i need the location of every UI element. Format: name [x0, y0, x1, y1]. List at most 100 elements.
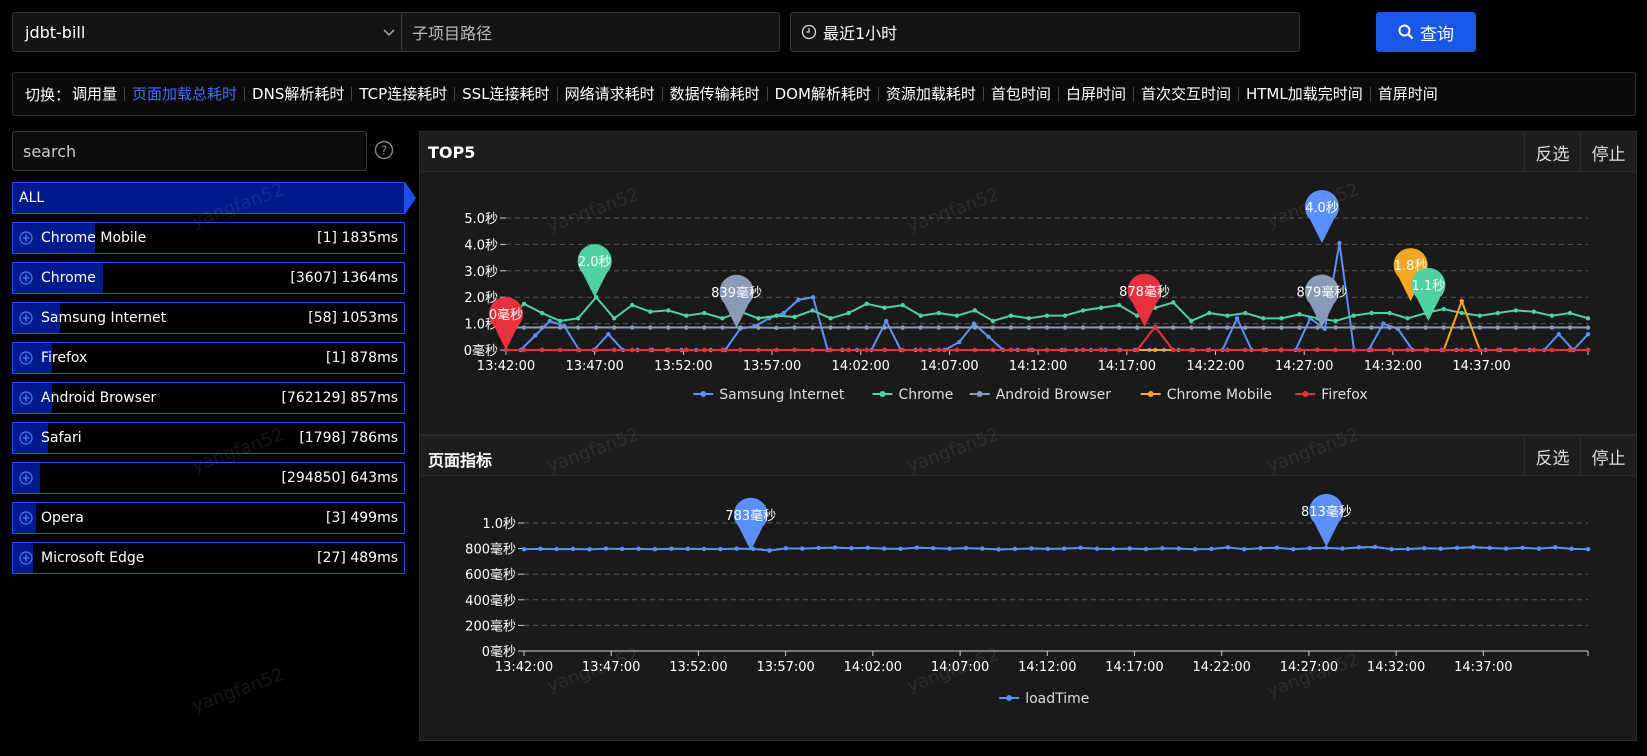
expand-plus-icon[interactable] [19, 351, 33, 365]
series-point [1567, 325, 1573, 330]
expand-plus-icon[interactable] [19, 391, 33, 405]
series-point [1340, 546, 1345, 551]
expand-plus-icon[interactable] [19, 271, 33, 285]
series-point [972, 308, 978, 313]
series-point [1098, 347, 1104, 353]
time-range-picker[interactable]: 最近1小时 [790, 12, 1300, 52]
browser-time: 878ms [350, 350, 398, 366]
browser-item[interactable]: Chrome [3607] 1364ms [12, 262, 405, 294]
page-stop-button[interactable]: 停止 [1580, 436, 1636, 476]
marker-pin: 839毫秒 [711, 274, 762, 328]
series-point [1012, 546, 1018, 552]
metric-tab[interactable]: TCP连接耗时 [351, 87, 454, 102]
series-point [1225, 347, 1230, 353]
series-point [603, 546, 609, 551]
browser-time: 857ms [350, 390, 398, 406]
series-point [702, 310, 707, 316]
series-point [1171, 300, 1176, 305]
expand-plus-icon[interactable] [19, 471, 33, 485]
series-point [1356, 545, 1362, 550]
chevron-down-icon [383, 29, 395, 37]
series-point [521, 547, 527, 552]
series-point [620, 546, 625, 552]
series-point [882, 325, 887, 330]
metric-tab[interactable]: SSL连接耗时 [454, 87, 556, 102]
marker-label: 839毫秒 [711, 285, 762, 301]
browser-share-bar [13, 423, 49, 453]
browser-item[interactable]: [294850] 643ms [12, 462, 405, 494]
project-select[interactable]: jdbt-bill [12, 12, 410, 52]
subpath-input[interactable]: 子项目路径 [401, 12, 780, 52]
series-point [587, 547, 592, 552]
x-tick-label: 14:17:00 [1105, 660, 1163, 675]
series-point [669, 546, 674, 551]
browser-count: [1798] [299, 430, 346, 446]
browser-item[interactable]: Android Browser [762129] 857ms [12, 382, 405, 414]
browser-item-all[interactable]: ALL [12, 182, 416, 214]
browser-name: Android Browser [41, 390, 157, 406]
series-point [1549, 347, 1555, 353]
series-point [666, 325, 671, 330]
expand-plus-icon[interactable] [19, 311, 33, 325]
expand-plus-icon[interactable] [19, 511, 33, 525]
metric-tab[interactable]: 首屏时间 [1369, 87, 1445, 102]
x-tick-label: 13:57:00 [756, 660, 814, 675]
metric-tab[interactable]: 页面加载总耗时 [124, 87, 244, 102]
help-icon[interactable]: ? [374, 140, 394, 160]
series-point [828, 347, 833, 353]
metric-tab[interactable]: 资源加载耗时 [877, 87, 983, 102]
metric-tab[interactable]: DNS解析耗时 [244, 87, 351, 102]
x-tick-label: 14:37:00 [1454, 660, 1512, 675]
y-tick-label: 4.0秒 [464, 238, 498, 253]
marker-pin-shape [733, 497, 768, 551]
marker-pin: 879毫秒 [1297, 274, 1347, 328]
browser-item[interactable]: Samsung Internet [58] 1053ms [12, 302, 405, 334]
y-tick-label: 800毫秒 [465, 542, 516, 558]
y-tick-label: 0毫秒 [464, 343, 498, 359]
metric-tab[interactable]: 首包时间 [982, 87, 1058, 102]
series-point [1153, 347, 1158, 353]
metric-tab[interactable]: 数据传输耗时 [661, 87, 767, 102]
x-tick-label: 14:02:00 [844, 660, 902, 675]
series-point [954, 347, 960, 353]
legend-item: Samsung Internet [693, 387, 845, 403]
top5-stop-button[interactable]: 停止 [1580, 132, 1636, 172]
metric-tab[interactable]: 网络请求耗时 [556, 87, 662, 102]
browser-item[interactable]: Microsoft Edge [27] 489ms [12, 542, 405, 574]
series-point [1261, 347, 1266, 353]
series-point [1315, 325, 1320, 330]
series-point [898, 546, 903, 552]
series-point [1297, 347, 1302, 353]
metric-tab[interactable]: 调用量 [72, 85, 118, 103]
expand-plus-icon[interactable] [19, 551, 33, 565]
metric-tab[interactable]: 首次交互时间 [1132, 87, 1238, 102]
time-range-value: 最近1小时 [823, 24, 898, 43]
metric-tab[interactable]: HTML加载完时间 [1237, 87, 1370, 102]
series-point [1209, 546, 1214, 552]
browser-item[interactable]: Chrome Mobile [1] 1835ms [12, 222, 405, 254]
y-tick-label: 3.0秒 [464, 265, 498, 280]
series-point [1111, 546, 1116, 552]
series-point [914, 545, 920, 550]
page-invert-button[interactable]: 反选 [1524, 436, 1580, 476]
marker-label: 813毫秒 [1301, 504, 1352, 520]
browser-search-input[interactable]: search [12, 131, 367, 171]
browser-count: [1] [317, 230, 337, 246]
legend-dot [976, 391, 983, 397]
metric-tab[interactable]: DOM解析耗时 [766, 87, 878, 102]
query-button[interactable]: 查询 [1376, 12, 1476, 52]
series-point [990, 347, 996, 353]
browser-item[interactable]: Firefox [1] 878ms [12, 342, 405, 374]
top5-invert-button[interactable]: 反选 [1524, 132, 1580, 172]
browser-item[interactable]: Opera [3] 499ms [12, 502, 405, 534]
metric-tab[interactable]: 白屏时间 [1057, 87, 1133, 102]
browser-item[interactable]: Safari [1798] 786ms [12, 422, 405, 454]
expand-plus-icon[interactable] [19, 431, 33, 445]
legend-item: Firefox [1295, 387, 1368, 403]
series-point [1387, 310, 1392, 316]
series-point [554, 546, 559, 552]
series-point [1225, 313, 1230, 318]
project-select-value: jdbt-bill [25, 22, 86, 42]
series-point [1369, 325, 1374, 330]
expand-plus-icon[interactable] [19, 231, 33, 245]
